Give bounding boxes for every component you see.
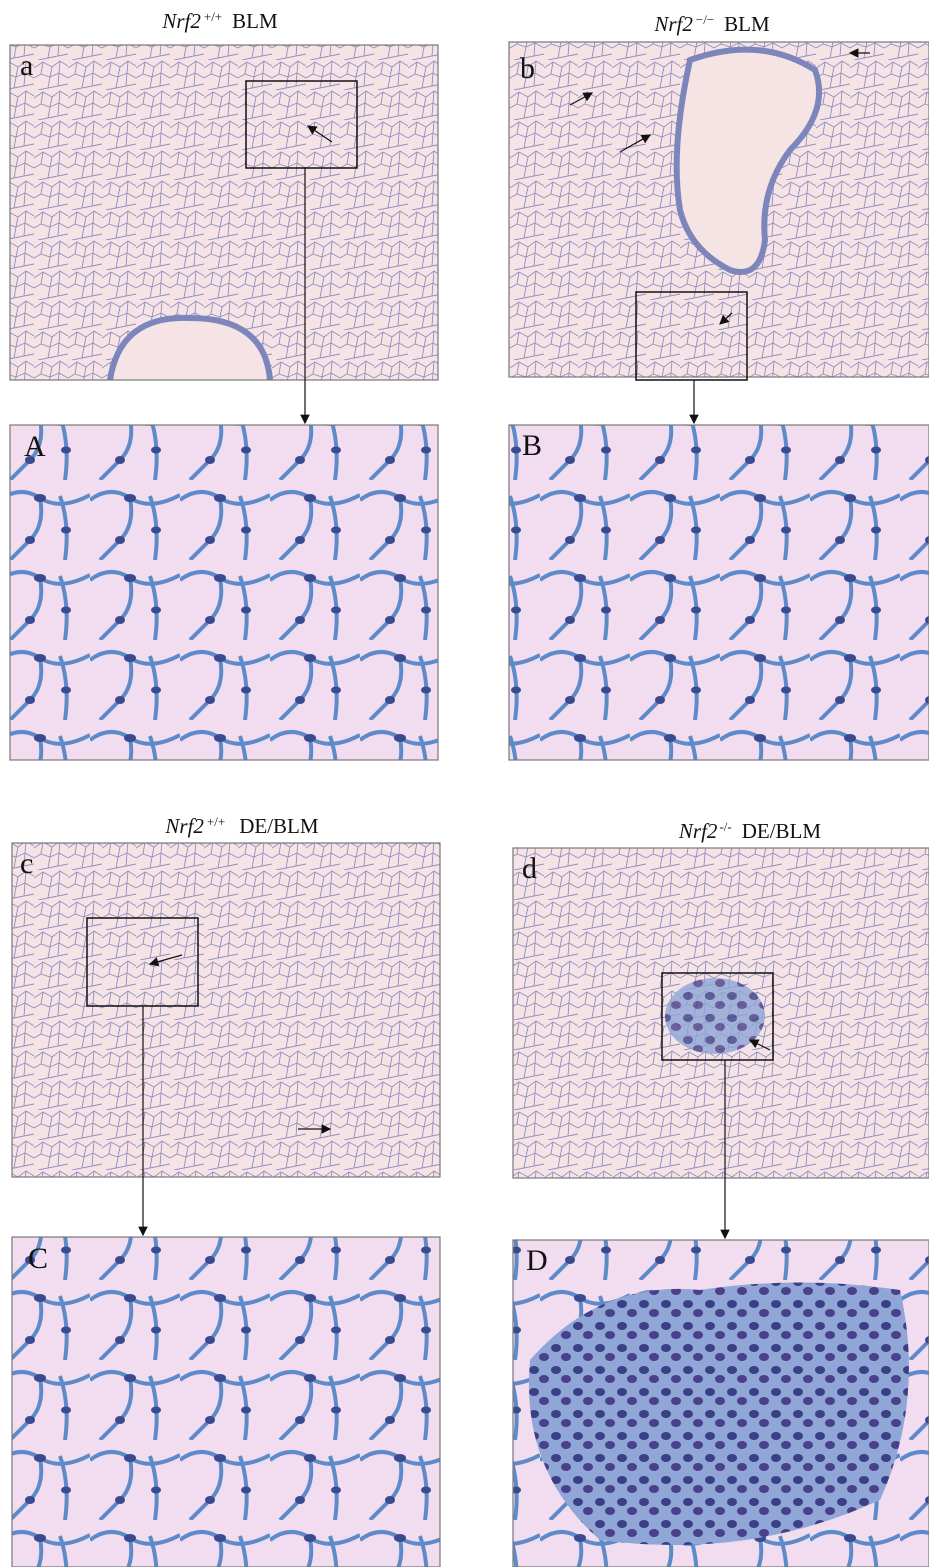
infiltrate	[529, 1283, 909, 1546]
genotype: -/-	[719, 819, 731, 834]
genotype: +/+	[207, 814, 225, 829]
figure: Nrf2+/+BLM a A Nrf2−/−BLM b B Nrf2+/+DE/…	[0, 0, 929, 1567]
panel-label: a	[20, 49, 33, 82]
treatment: BLM	[724, 12, 770, 36]
genotype: +/+	[204, 9, 222, 24]
gene: Nrf2	[161, 9, 201, 33]
micrograph	[12, 843, 440, 1177]
panel-label: D	[526, 1244, 548, 1277]
panel-title: Nrf2−/− BLM	[653, 12, 770, 36]
micrograph	[12, 1237, 440, 1567]
gene: Nrf2	[164, 814, 204, 838]
panel-title: Nrf2+/+ DE/BLM	[164, 814, 318, 838]
treatment: DE/BLM	[239, 814, 319, 838]
panel-title: Nrf2+/+ BLM	[161, 9, 278, 33]
genotype: −/−	[696, 12, 714, 27]
panel-label: A	[24, 430, 46, 463]
panel-label: d	[522, 852, 537, 885]
gene: Nrf2	[678, 819, 718, 843]
gene: Nrf2	[653, 12, 693, 36]
panel-title: Nrf2-/- DE/BLM	[678, 819, 821, 843]
panel-label: B	[522, 429, 542, 462]
micrograph	[10, 425, 438, 760]
panel-label: c	[20, 847, 33, 880]
treatment: BLM	[232, 9, 278, 33]
panel-label: C	[28, 1242, 48, 1275]
micrograph	[509, 425, 929, 760]
infiltrate	[665, 978, 765, 1054]
panel-label: b	[520, 52, 535, 85]
treatment: DE/BLM	[742, 819, 822, 843]
